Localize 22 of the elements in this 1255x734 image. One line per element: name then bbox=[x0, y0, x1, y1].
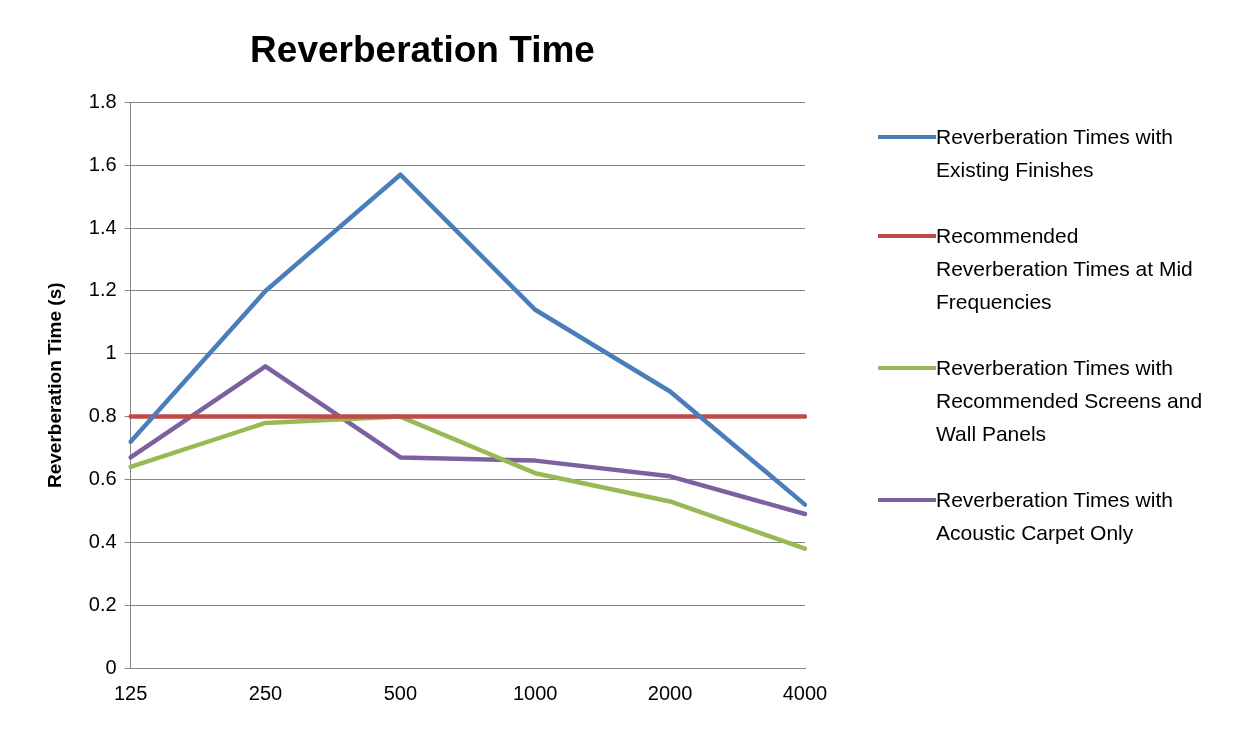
y-tick-label: 1.2 bbox=[88, 278, 117, 301]
y-tick-label: 0 bbox=[105, 655, 117, 678]
y-tick-label: 1.4 bbox=[88, 215, 117, 238]
x-tick-label: 2000 bbox=[647, 681, 693, 704]
y-tick-label: 0.8 bbox=[88, 404, 117, 427]
legend-label: Recommended Reverberation Times at Mid Frequencies bbox=[936, 223, 1194, 315]
x-tick-label: 250 bbox=[248, 681, 283, 704]
legend-label: Reverberation Times with Existing Finishes bbox=[936, 124, 1174, 183]
y-tick-label: 0.2 bbox=[88, 592, 117, 615]
legend-label: Reverberation Times with Acoustic Carpet Only bbox=[936, 487, 1174, 546]
y-tick-label: 1 bbox=[105, 341, 117, 364]
y-axis-title: Reverberation Time (s) bbox=[43, 282, 65, 488]
chart-title: Reverberation Time bbox=[250, 29, 595, 71]
y-tick-label: 1.6 bbox=[88, 152, 117, 175]
x-tick-label: 4000 bbox=[782, 681, 828, 704]
y-tick-label: 0.4 bbox=[88, 529, 117, 552]
y-tick-label: 1.8 bbox=[88, 89, 117, 112]
x-tick-label: 1000 bbox=[512, 681, 558, 704]
x-tick-label: 125 bbox=[113, 681, 148, 704]
legend-label: Reverberation Times with Recommended Screens and Wall Panels bbox=[936, 355, 1204, 447]
y-tick-label: 0.6 bbox=[88, 466, 117, 489]
x-tick-label: 500 bbox=[383, 681, 418, 704]
